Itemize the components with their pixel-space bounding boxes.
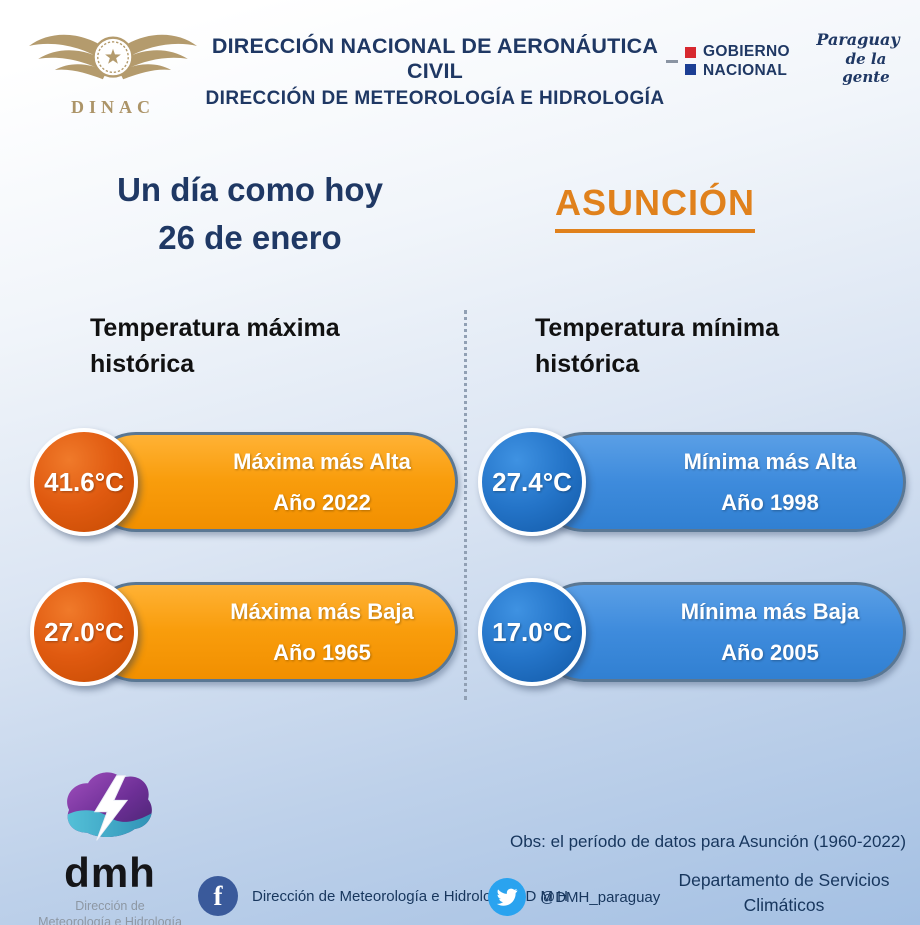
star-icon	[105, 48, 121, 64]
card-label: Mínima más Alta	[683, 448, 857, 474]
lightning-bolt-icon	[93, 775, 129, 841]
min-heading-line2: histórica	[535, 350, 640, 379]
card-text: Máxima más Alta Año 2022	[201, 435, 443, 529]
max-heading-line2: histórica	[90, 350, 195, 379]
twitter-handle: @DMH_paraguay	[488, 878, 660, 916]
page-title-line2: 26 de enero	[158, 218, 342, 256]
card-year: Año 2005	[721, 639, 819, 665]
org-title-line2: DIRECCIÓN DE METEOROLOGÍA E HIDROLOGÍA	[205, 88, 665, 109]
card-year: Año 2022	[273, 489, 371, 515]
dinac-wordmark: DINAC	[70, 97, 155, 117]
slogan-line2: de la gente	[842, 50, 890, 86]
gobierno-squares-icon	[685, 47, 696, 76]
facebook-icon: f	[198, 876, 238, 916]
dmh-cloud-icon	[67, 772, 152, 841]
card-text: Mínima más Alta Año 1998	[649, 435, 891, 529]
department-line2: Climáticos	[743, 895, 825, 916]
dmh-subtitle-line2: Meteorología e Hidrología	[38, 915, 182, 925]
dmh-subtitle-line1: Dirección de	[75, 898, 145, 913]
max-heading-line1: Temperatura máxima	[90, 314, 340, 342]
card-text: Mínima más Baja Año 2005	[649, 585, 891, 679]
gobierno-dash-icon	[666, 59, 678, 63]
card-pill: Mínima más Baja Año 2005	[534, 582, 906, 682]
observation-note: Obs: el período de datos para Asunción (…	[510, 832, 906, 851]
temp-value-badge: 41.6°C	[30, 428, 138, 536]
page-title-line1: Un día como hoy	[117, 171, 383, 208]
temp-value-badge: 17.0°C	[478, 578, 586, 686]
city-title: ASUNCIÓN	[554, 182, 755, 233]
temp-card-min-low: Mínima más Baja Año 2005 17.0°C	[478, 576, 908, 688]
card-pill: Mínima más Alta Año 1998	[534, 432, 906, 532]
card-pill: Máxima más Baja Año 1965	[86, 582, 458, 682]
dmh-subtitle: Dirección de Meteorología e Hidrología	[36, 898, 184, 925]
org-title-line1: DIRECCIÓN NACIONAL DE AERONÁUTICA CIVIL	[211, 34, 659, 83]
temp-card-max-low: Máxima más Baja Año 1965 27.0°C	[30, 576, 460, 688]
organization-title: DIRECCIÓN NACIONAL DE AERONÁUTICA CIVIL …	[192, 34, 678, 110]
department-label: Departamento de Servicios Climáticos	[658, 868, 910, 919]
max-section-heading: Temperatura máxima histórica	[90, 310, 340, 383]
vertical-dotted-divider	[464, 310, 467, 700]
gobierno-line2: NACIONAL	[703, 62, 788, 80]
card-year: Año 1998	[721, 489, 819, 515]
temp-value-badge: 27.4°C	[478, 428, 586, 536]
temp-value-badge: 27.0°C	[30, 578, 138, 686]
twitter-label: @DMH_paraguay	[540, 888, 661, 906]
dinac-wings-icon	[29, 34, 197, 80]
dinac-logo: DINAC	[22, 22, 204, 118]
dmh-wordmark: dmh	[64, 849, 156, 896]
blue-square-icon	[685, 64, 696, 76]
city-title-wrap: ASUNCIÓN	[530, 182, 780, 233]
card-label: Mínima más Baja	[680, 598, 860, 624]
min-heading-line1: Temperatura mínima	[535, 314, 780, 342]
page-title: Un día como hoy 26 de enero	[60, 166, 440, 262]
slogan-line1: Paraguay	[816, 30, 900, 49]
temp-card-min-high: Mínima más Alta Año 1998 27.4°C	[478, 426, 908, 538]
card-pill: Máxima más Alta Año 2022	[86, 432, 458, 532]
red-square-icon	[685, 47, 696, 59]
twitter-icon	[488, 878, 526, 916]
gobierno-nacional-logo: GOBIERNO NACIONAL	[666, 42, 790, 81]
department-line1: Departamento de Servicios	[678, 870, 890, 890]
dmh-logo: dmh Dirección de Meteorología e Hidrolog…	[36, 768, 184, 925]
paraguay-slogan: Paraguay de la gente	[806, 30, 910, 86]
gobierno-line1: GOBIERNO	[703, 43, 790, 60]
card-label: Máxima más Baja	[230, 598, 414, 624]
card-label: Máxima más Alta	[233, 448, 411, 474]
card-year: Año 1965	[273, 639, 371, 665]
gobierno-text: GOBIERNO NACIONAL	[703, 42, 790, 81]
min-section-heading: Temperatura mínima histórica	[535, 310, 779, 383]
temp-card-max-high: Máxima más Alta Año 2022 41.6°C	[30, 426, 460, 538]
card-text: Máxima más Baja Año 1965	[201, 585, 443, 679]
